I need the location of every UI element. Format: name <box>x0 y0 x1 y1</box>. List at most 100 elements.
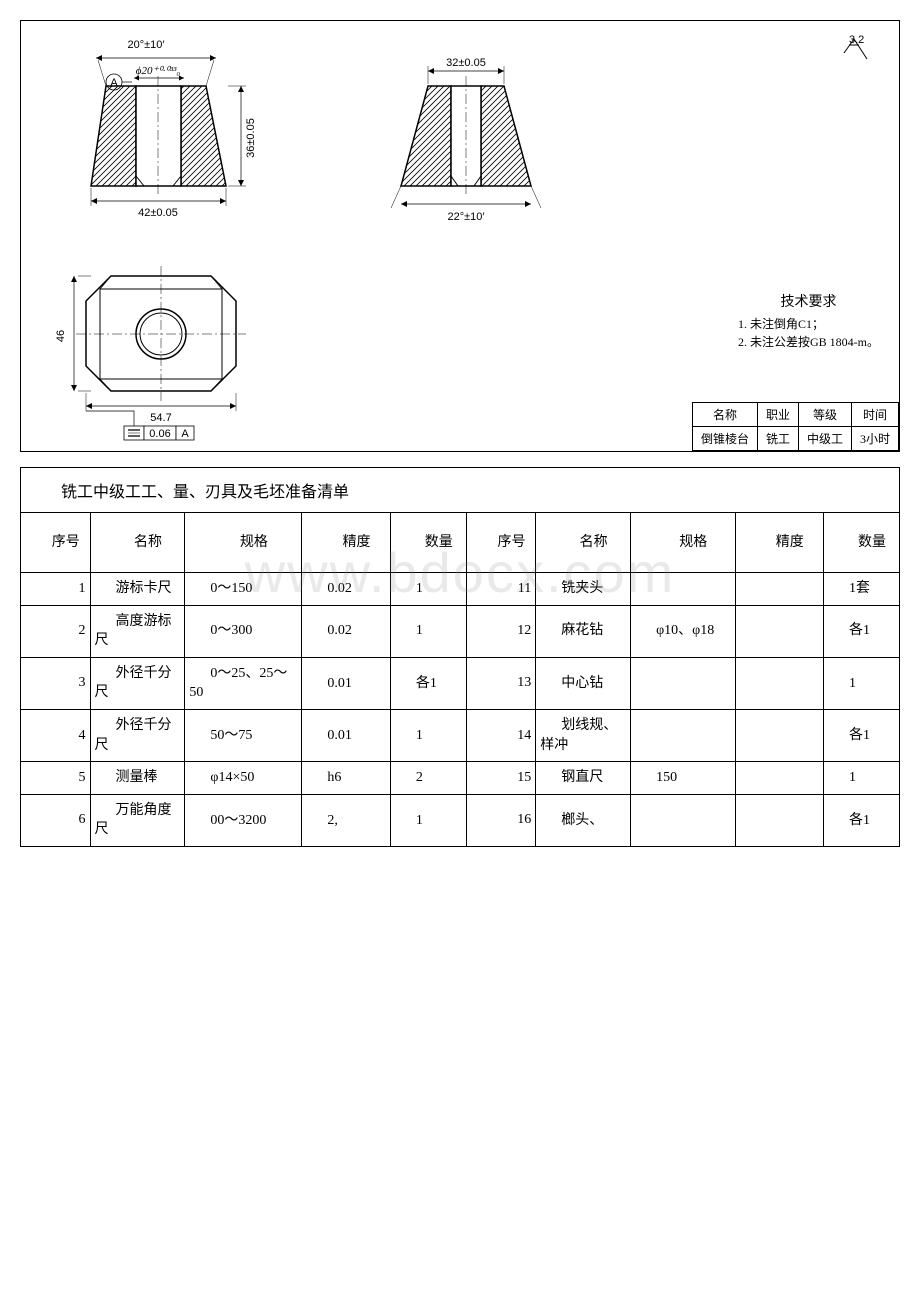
svg-text:0.06: 0.06 <box>149 428 170 440</box>
cell: 13 <box>466 657 536 709</box>
cell: 0～25、25～50 <box>185 657 302 709</box>
cell: 4 <box>21 709 91 761</box>
cell <box>735 605 824 657</box>
dim-plan-w: 54.7 <box>150 412 171 424</box>
front-view: 20°±10′ ϕ20⁺⁰·⁰³³₀ A <box>36 36 296 236</box>
cell <box>735 709 824 761</box>
cell: 0.02 <box>302 573 391 606</box>
tech-req-1: 1. 未注倒角C1； <box>738 315 879 332</box>
cell: 0.02 <box>302 605 391 657</box>
cell: 16 <box>466 794 536 846</box>
cell: 万能角度尺 <box>90 794 185 846</box>
cell: 5 <box>21 762 91 795</box>
cell: φ10、φ18 <box>631 605 735 657</box>
cell: h6 <box>302 762 391 795</box>
cell: 1 <box>824 657 900 709</box>
drawing-frame: 3.2 20°±10′ ϕ20⁺⁰·⁰³³₀ <box>20 20 900 452</box>
dim-plan-h: 46 <box>55 330 67 342</box>
cell: 各1 <box>390 657 466 709</box>
table-row: 3外径千分尺0～25、25～500.01各113中心钻 1 <box>21 657 900 709</box>
cell: 0～300 <box>185 605 302 657</box>
h-idx2: 序号 <box>471 533 532 553</box>
cell: 1 <box>824 762 900 795</box>
cell: 12 <box>466 605 536 657</box>
tb-h-name: 名称 <box>692 403 757 427</box>
tb-v-time: 3小时 <box>851 427 898 451</box>
cell: 中心钻 <box>536 657 631 709</box>
cell: 划线规、样冲 <box>536 709 631 761</box>
cell: 外径千分尺 <box>90 657 185 709</box>
plan-view: 46 54.7 <box>36 251 296 441</box>
table-row: 4外径千分尺50～750.01114划线规、样冲各1 <box>21 709 900 761</box>
cell <box>631 794 735 846</box>
cell <box>735 657 824 709</box>
cell: 14 <box>466 709 536 761</box>
cell: 3 <box>21 657 91 709</box>
cell: 0～150 <box>185 573 302 606</box>
cell <box>631 657 735 709</box>
cell: 2 <box>21 605 91 657</box>
cell: 各1 <box>824 709 900 761</box>
cell: 1套 <box>824 573 900 606</box>
cell: 2 <box>390 762 466 795</box>
h-name: 名称 <box>95 533 181 553</box>
cell <box>631 573 735 606</box>
cell: 1 <box>390 573 466 606</box>
cell: 1 <box>390 709 466 761</box>
cell: 00～3200 <box>185 794 302 846</box>
cell: 测量棒 <box>90 762 185 795</box>
cell <box>735 794 824 846</box>
cell: 50～75 <box>185 709 302 761</box>
cell: 高度游标尺 <box>90 605 185 657</box>
h-name2: 名称 <box>540 533 626 553</box>
h-spec2: 规格 <box>635 533 730 553</box>
cell: 11 <box>466 573 536 606</box>
cell: 0.01 <box>302 657 391 709</box>
dim-bore: ϕ20⁺⁰·⁰³³₀ <box>136 65 181 77</box>
cell: 榔头、 <box>536 794 631 846</box>
cell <box>735 573 824 606</box>
cell: 1 <box>21 573 91 606</box>
table-row: 2高度游标尺0～3000.02112麻花钻φ10、φ18 各1 <box>21 605 900 657</box>
cell: 6 <box>21 794 91 846</box>
cell: 游标卡尺 <box>90 573 185 606</box>
cell: 各1 <box>824 605 900 657</box>
dim-side-angle: 22°±10′ <box>448 211 485 223</box>
h-qty: 数量 <box>395 533 462 553</box>
table-row: 1游标卡尺0～1500.02111铣夹头1套 <box>21 573 900 606</box>
title-block: 名称 职业 等级 时间 倒锥棱台 铣工 中级工 3小时 <box>692 402 899 451</box>
cell: 各1 <box>824 794 900 846</box>
cell: 铣夹头 <box>536 573 631 606</box>
dim-bottom: 42±0.05 <box>138 207 178 219</box>
cell: 1 <box>390 605 466 657</box>
h-prec: 精度 <box>306 533 386 553</box>
tb-h-time: 时间 <box>851 403 898 427</box>
tech-req-title: 技术要求 <box>738 291 879 311</box>
cell: 麻花钻 <box>536 605 631 657</box>
tb-h-job: 职业 <box>757 403 798 427</box>
list-title: 铣工中级工工、量、刃具及毛坯准备清单 <box>21 468 900 513</box>
h-idx: 序号 <box>25 533 86 553</box>
dim-side-top: 32±0.05 <box>446 57 486 69</box>
tb-v-job: 铣工 <box>757 427 798 451</box>
cell: 150 <box>631 762 735 795</box>
h-spec: 规格 <box>189 533 297 553</box>
cell: 0.01 <box>302 709 391 761</box>
cell: φ14×50 <box>185 762 302 795</box>
dim-top-angle: 20°±10′ <box>128 39 165 51</box>
tb-v-grade: 中级工 <box>798 427 851 451</box>
svg-text:A: A <box>181 428 189 440</box>
cell <box>735 762 824 795</box>
cell: 1 <box>390 794 466 846</box>
table-row: 5测量棒φ14×50h6215钢直尺1501 <box>21 762 900 795</box>
cell: 2, <box>302 794 391 846</box>
h-prec2: 精度 <box>740 533 820 553</box>
gtol-frame: 0.06 A <box>86 411 194 440</box>
side-view: 32±0.05 22°±10′ <box>356 36 586 236</box>
parts-list: 铣工中级工工、量、刃具及毛坯准备清单 序号 名称 规格 精度 数量 序号 名称 … <box>20 467 900 847</box>
header-row: 序号 名称 规格 精度 数量 序号 名称 规格 精度 数量 <box>21 513 900 573</box>
table-row: 6万能角度尺00～32002,116榔头、 各1 <box>21 794 900 846</box>
cell <box>631 709 735 761</box>
h-qty2: 数量 <box>828 533 895 553</box>
tech-req-2: 2. 未注公差按GB 1804-m。 <box>738 333 879 350</box>
